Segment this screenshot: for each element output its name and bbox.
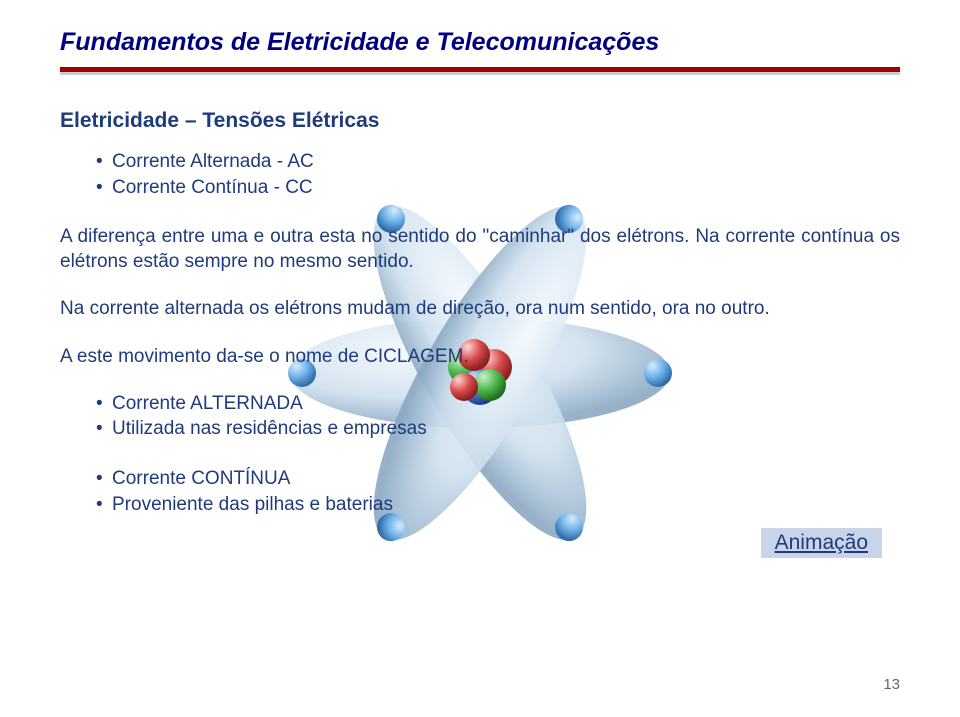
- bullet-alternada-use: Utilizada nas residências e empresas: [96, 416, 900, 442]
- slide: Fundamentos de Eletricidade e Telecomuni…: [0, 0, 960, 717]
- bullet-continua-source: Proveniente das pilhas e baterias: [96, 492, 900, 518]
- title-rule: [60, 67, 900, 75]
- bullet-alternada: Corrente ALTERNADA: [96, 391, 900, 417]
- animation-link[interactable]: Animação: [761, 528, 882, 558]
- para-cycling: A este movimento da-se o nome de CICLAGE…: [60, 344, 900, 369]
- page-number: 13: [883, 676, 900, 693]
- bullets-alternada: Corrente ALTERNADA Utilizada nas residên…: [96, 391, 900, 442]
- bullet-ac: Corrente Alternada - AC: [96, 149, 900, 175]
- bullet-cc: Corrente Contínua - CC: [96, 175, 900, 201]
- para-alternating: Na corrente alternada os elétrons mudam …: [60, 296, 900, 321]
- page-title: Fundamentos de Eletricidade e Telecomuni…: [60, 28, 900, 57]
- subheading: Eletricidade – Tensões Elétricas: [60, 109, 900, 133]
- para-difference: A diferença entre uma e outra esta no se…: [60, 224, 900, 274]
- content-area: Eletricidade – Tensões Elétricas Corrent…: [60, 109, 900, 517]
- bullets-current-type: Corrente Alternada - AC Corrente Contínu…: [96, 149, 900, 200]
- bullets-continua: Corrente CONTÍNUA Proveniente das pilhas…: [96, 466, 900, 517]
- bullet-continua: Corrente CONTÍNUA: [96, 466, 900, 492]
